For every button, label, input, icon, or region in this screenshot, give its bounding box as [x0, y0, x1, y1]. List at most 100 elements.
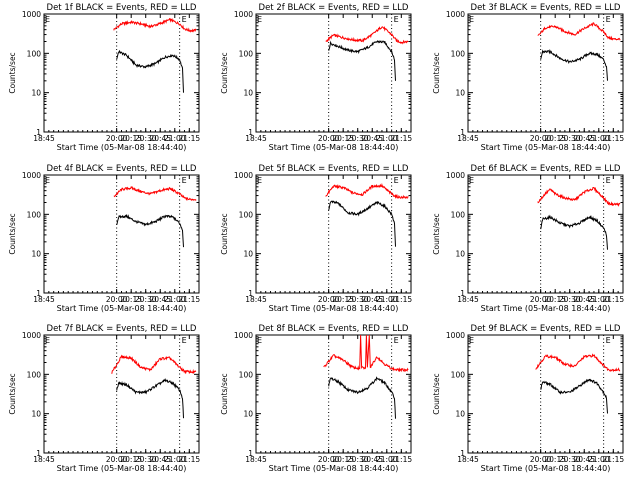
event-marker-label: E [606, 15, 611, 24]
event-marker-label: E [45, 336, 50, 345]
lld-series-line [325, 182, 409, 200]
chart-panel-9: Det 9f BLACK = Events, RED = LLD 1 10 100 10… [432, 324, 624, 473]
y-tick-label: 1 [460, 449, 465, 458]
x-tick-label: 21:00 [588, 295, 610, 304]
x-tick-label: 20:15 [332, 295, 354, 304]
y-axis-label: Counts/sec [8, 213, 17, 254]
x-tick-label: 20:45 [573, 134, 595, 143]
y-tick-label: 10 [243, 89, 253, 98]
x-tick-label: 20:15 [332, 134, 354, 143]
y-tick-label: 1 [460, 289, 465, 298]
y-axis-label: Counts/sec [432, 52, 441, 93]
x-tick-label: 20:45 [149, 455, 171, 464]
event-marker-label: E [394, 176, 399, 185]
y-tick-label: 1 [36, 128, 41, 137]
x-axis-label: Start Time (05-Mar-08 18:44:40) [481, 464, 611, 473]
x-axis-label: Start Time (05-Mar-08 18:44:40) [481, 304, 611, 313]
event-marker-label: E [257, 15, 262, 24]
x-tick-label: 20:30 [135, 455, 157, 464]
x-tick-label: 18:45 [33, 455, 55, 464]
panel-title: Det 7f BLACK = Events, RED = LLD [47, 324, 197, 334]
x-tick-label: 20:00 [106, 455, 128, 464]
lld-series-line [323, 334, 409, 373]
x-tick-label: 20:45 [573, 295, 595, 304]
y-axis-label: Counts/sec [220, 373, 229, 414]
x-axis-label: Start Time (05-Mar-08 18:44:40) [481, 143, 611, 152]
x-tick-label: 18:45 [245, 295, 267, 304]
x-tick-label: 18:45 [457, 295, 479, 304]
lld-series-line [537, 186, 621, 207]
plot-frame [467, 13, 624, 133]
x-tick-label: 21:15 [603, 455, 625, 464]
x-tick-label: 20:45 [361, 455, 383, 464]
x-tick-label: 20:15 [120, 455, 142, 464]
x-tick-label: 21:00 [376, 455, 398, 464]
y-tick-label: 1000 [22, 171, 41, 180]
panel-title: Det 8f BLACK = Events, RED = LLD [259, 324, 409, 334]
events-series-line [116, 49, 184, 93]
lld-series-line [113, 185, 197, 202]
x-tick-label: 18:45 [457, 134, 479, 143]
x-tick-label: 20:45 [149, 134, 171, 143]
x-tick-label: 20:45 [361, 134, 383, 143]
y-tick-label: 100 [27, 370, 42, 379]
x-tick-label: 21:15 [391, 455, 413, 464]
x-axis-label: Start Time (05-Mar-08 18:44:40) [269, 464, 399, 473]
event-marker-label: E [469, 176, 474, 185]
chart-panel-1: Det 1f BLACK = Events, RED = LLD 1 10 100 10… [8, 3, 200, 152]
lld-series-line [535, 353, 621, 373]
x-tick-label: 21:00 [376, 134, 398, 143]
x-tick-label: 18:45 [457, 455, 479, 464]
y-tick-label: 1000 [446, 171, 465, 180]
events-series-line [328, 376, 396, 419]
event-marker-label: E [469, 336, 474, 345]
x-tick-label: 20:30 [559, 455, 581, 464]
x-tick-label: 20:00 [318, 295, 340, 304]
x-tick-label: 21:00 [588, 134, 610, 143]
x-tick-label: 21:15 [603, 295, 625, 304]
x-tick-label: 20:30 [347, 134, 369, 143]
y-axis-label: Counts/sec [432, 213, 441, 254]
x-tick-label: 20:45 [149, 295, 171, 304]
chart-panel-6: Det 6f BLACK = Events, RED = LLD 1 10 100 10… [432, 164, 624, 313]
chart-panel-8: Det 8f BLACK = Events, RED = LLD 1 10 100 10… [220, 324, 412, 473]
plot-frame [255, 174, 412, 294]
events-series-line [540, 214, 608, 250]
event-marker-label: E [606, 176, 611, 185]
x-tick-label: 20:30 [559, 295, 581, 304]
y-axis-label: Counts/sec [8, 373, 17, 414]
x-tick-label: 20:15 [332, 455, 354, 464]
event-marker-label: E [182, 176, 187, 185]
plot-frame [43, 334, 200, 454]
x-tick-label: 20:30 [559, 134, 581, 143]
x-tick-label: 20:00 [106, 295, 128, 304]
y-tick-label: 1000 [234, 171, 253, 180]
panel-title: Det 2f BLACK = Events, RED = LLD [259, 3, 409, 13]
event-marker-label: E [469, 15, 474, 24]
y-tick-label: 1000 [446, 331, 465, 340]
x-tick-label: 21:15 [179, 134, 201, 143]
plot-frame [467, 334, 624, 454]
x-tick-label: 20:00 [318, 455, 340, 464]
event-marker-label: E [257, 176, 262, 185]
panel-title: Det 3f BLACK = Events, RED = LLD [471, 3, 621, 13]
x-tick-label: 21:15 [391, 134, 413, 143]
x-tick-label: 20:00 [318, 134, 340, 143]
events-series-line [540, 378, 608, 414]
chart-panel-4: Det 4f BLACK = Events, RED = LLD 1 10 100 10… [8, 164, 200, 313]
y-axis-label: Counts/sec [220, 52, 229, 93]
x-tick-label: 20:15 [544, 134, 566, 143]
events-series-line [328, 40, 396, 81]
event-marker-label: E [394, 336, 399, 345]
x-tick-label: 20:15 [120, 134, 142, 143]
y-tick-label: 100 [27, 210, 42, 219]
lld-series-line [111, 354, 197, 375]
panel-title: Det 4f BLACK = Events, RED = LLD [47, 164, 197, 174]
y-tick-label: 10 [455, 250, 465, 259]
lld-series-line [113, 17, 197, 33]
x-axis-label: Start Time (05-Mar-08 18:44:40) [57, 464, 187, 473]
x-tick-label: 18:45 [245, 455, 267, 464]
event-marker-label: E [606, 336, 611, 345]
y-tick-label: 10 [455, 410, 465, 419]
y-tick-label: 1 [248, 449, 253, 458]
